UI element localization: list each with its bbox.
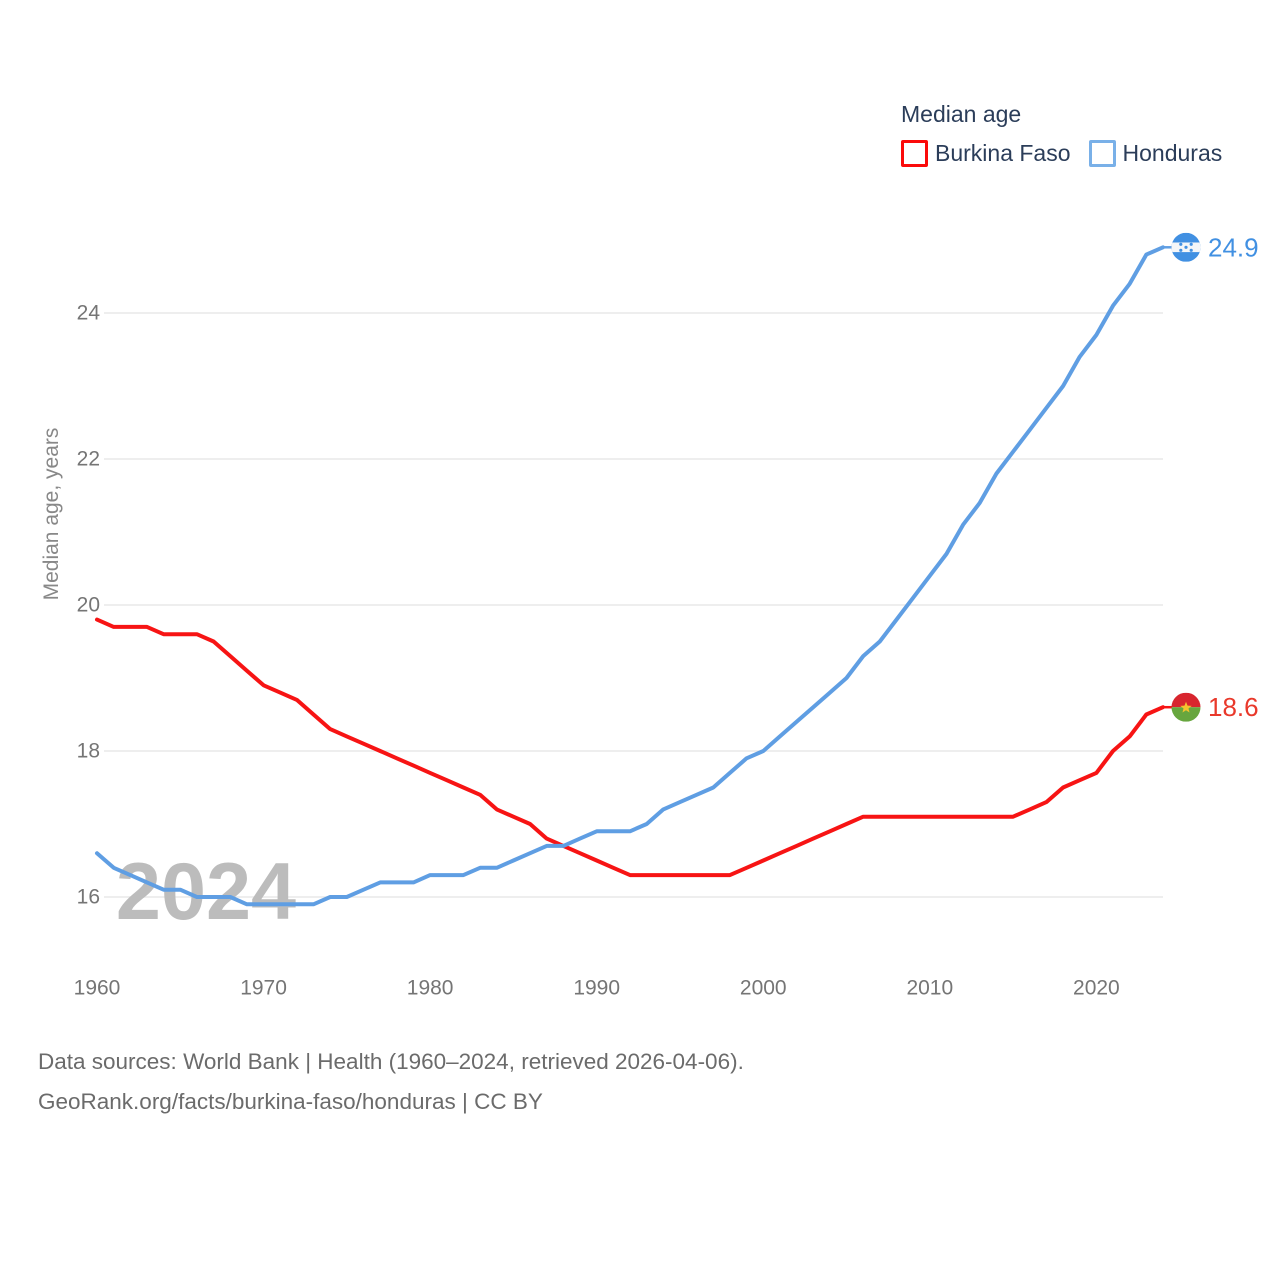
burkina-faso-swatch-icon	[901, 140, 928, 167]
legend-item-burkina-faso[interactable]: Burkina Faso	[901, 140, 1071, 167]
x-tick-label: 1980	[407, 977, 454, 1000]
legend-label-burkina-faso: Burkina Faso	[935, 140, 1071, 166]
honduras-flag-icon	[1171, 232, 1201, 262]
x-tick-label: 1990	[573, 977, 620, 1000]
legend-title: Median age	[901, 101, 1022, 127]
y-tick-label: 22	[77, 448, 100, 471]
y-tick-label: 24	[77, 302, 101, 325]
footer-data-sources: Data sources: World Bank | Health (1960–…	[38, 1049, 744, 1074]
legend: Median age Burkina Faso Honduras	[901, 101, 1222, 167]
burkina-faso-flag-icon	[1171, 692, 1201, 722]
series-end-value-label: 24.9	[1208, 232, 1259, 262]
legend-label-honduras: Honduras	[1122, 140, 1223, 166]
series-line-burkina-faso[interactable]	[95, 617, 1165, 878]
x-tick-label: 1960	[74, 977, 121, 1000]
gridlines	[104, 312, 1163, 898]
footer-attribution: GeoRank.org/facts/burkina-faso/honduras …	[38, 1089, 543, 1114]
watermark: 2024	[116, 847, 296, 937]
series-end-value-label: 18.6	[1208, 692, 1259, 722]
x-tick-label: 2000	[740, 977, 787, 1000]
y-axis-title: Median age, years	[40, 427, 63, 601]
x-tick-label: 1970	[240, 977, 287, 1000]
y-tick-label: 20	[77, 594, 100, 617]
x-tick-label: 2020	[1073, 977, 1120, 1000]
legend-item-honduras[interactable]: Honduras	[1088, 140, 1223, 167]
honduras-swatch-icon	[1088, 140, 1116, 167]
y-tick-label: 18	[77, 740, 100, 763]
legend-items: Burkina Faso Honduras	[901, 140, 1222, 167]
series-line-honduras[interactable]	[95, 245, 1165, 907]
x-tick-label: 2010	[906, 977, 953, 1000]
y-tick-label: 16	[77, 886, 100, 909]
footer: Data sources: World Bank | Health (1960–…	[38, 1042, 744, 1122]
